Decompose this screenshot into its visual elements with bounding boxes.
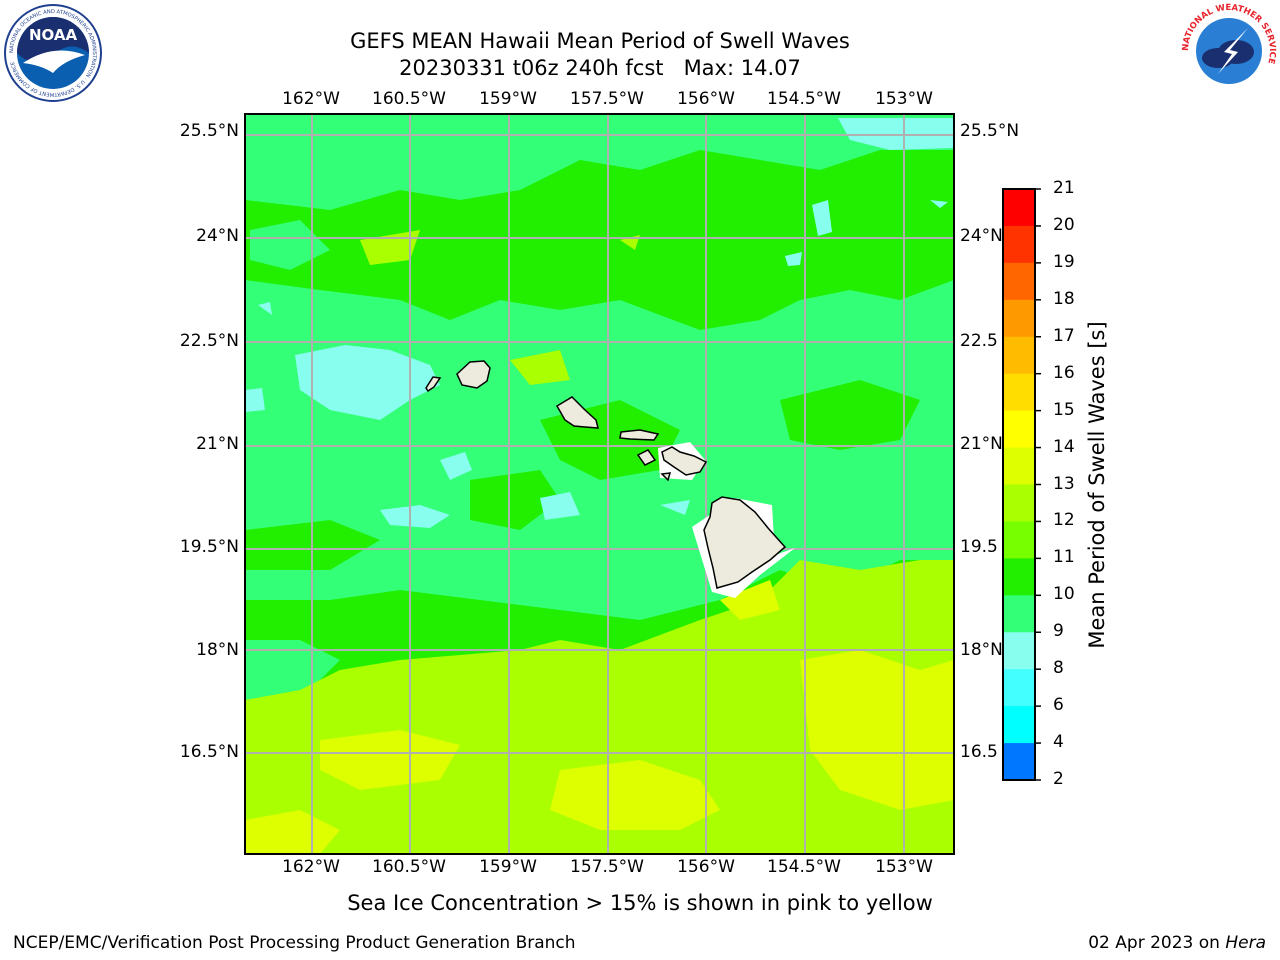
chart-title-line2: 20230331 t06z 240h fcst Max: 14.07 [399, 56, 801, 80]
colorbar-segment [1003, 299, 1035, 338]
colorbar-tick-label: 18 [1053, 288, 1075, 309]
colorbar-segment [1003, 669, 1035, 707]
colorbar-segment [1003, 743, 1035, 781]
colorbar-tick-label: 8 [1053, 658, 1064, 679]
colorbar-segment [1003, 484, 1035, 522]
lon-label: 160.5°W [372, 89, 446, 109]
colorbar-tick-label: 6 [1053, 695, 1064, 716]
footer-date-text: 02 Apr 2023 on [1088, 933, 1220, 953]
lat-label: 21°N [196, 434, 239, 454]
colorbar-tick-label: 19 [1053, 251, 1075, 272]
footer-date: 02 Apr 2023 on Hera [1088, 933, 1266, 953]
island-niihau [425, 376, 442, 393]
colorbar-segment [1003, 189, 1035, 227]
lon-label: 160.5°W [372, 857, 446, 877]
map-frame [244, 113, 955, 855]
footer-producer: NCEP/EMC/Verification Post Processing Pr… [13, 933, 576, 953]
footer-machine: Hera [1225, 933, 1266, 953]
lat-label: 25.5°N [960, 121, 1020, 141]
lat-label: 18°N [196, 640, 239, 660]
colorbar-segment [1003, 521, 1035, 559]
colorbar-tick-label: 20 [1053, 214, 1075, 235]
colorbar-segment [1003, 373, 1035, 412]
colorbar-label: Mean Period of Swell Waves [s] [1085, 321, 1109, 649]
lat-label: 25.5°N [179, 121, 239, 141]
colorbar-tick-label: 11 [1053, 547, 1075, 568]
sea-ice-note: Sea Ice Concentration > 15% is shown in … [347, 891, 933, 915]
graticule [245, 114, 954, 854]
island-molokai [619, 429, 660, 441]
colorbar-tick-label: 4 [1053, 732, 1064, 753]
lon-label: 153°W [875, 857, 933, 877]
colorbar-tick-label: 14 [1053, 436, 1075, 457]
lon-label: 159°W [479, 89, 537, 109]
colorbar-tick-label: 9 [1053, 621, 1064, 642]
colorbar-tick-label: 15 [1053, 399, 1075, 420]
colorbar-segment [1003, 336, 1035, 375]
lon-label: 157.5°W [570, 857, 644, 877]
colorbar-segment [1003, 447, 1035, 485]
lat-label: 19.5°N [179, 537, 239, 557]
colorbar-tick-label: 16 [1053, 362, 1075, 383]
hawaiian-islands [425, 360, 787, 589]
island-oahu [555, 396, 599, 429]
lat-label: 22.5 [960, 331, 998, 351]
lon-label: 159°W [479, 857, 537, 877]
noaa-logo: NOAA NATIONAL OCEANIC AND ATMOSPHERIC AD… [4, 4, 102, 102]
island-hawaii [703, 496, 787, 589]
lon-label: 157.5°W [570, 89, 644, 109]
swell-period-field [245, 114, 954, 854]
nws-logo: NATIONAL WEATHER SERVICE [1180, 2, 1278, 100]
lon-label: 156°W [677, 857, 735, 877]
colorbar-tick-label: 10 [1053, 584, 1075, 605]
colorbar-segment [1003, 225, 1035, 264]
lat-label: 18°N [960, 640, 1003, 660]
lat-label: 16.5 [960, 742, 998, 762]
lat-label: 21°N [960, 434, 1003, 454]
colorbar-segment [1003, 706, 1035, 744]
colorbar-segment [1003, 632, 1035, 670]
colorbar-segment [1003, 558, 1035, 596]
colorbar-tick-label: 2 [1053, 769, 1064, 789]
lon-label: 153°W [875, 89, 933, 109]
island-maui [661, 446, 708, 476]
island-kauai [456, 360, 491, 389]
lat-label: 22.5°N [179, 331, 239, 351]
lat-label: 16.5°N [179, 742, 239, 762]
lon-label: 154.5°W [767, 857, 841, 877]
lon-label: 162°W [282, 89, 340, 109]
colorbar-segment [1003, 410, 1035, 449]
lon-label: 156°W [677, 89, 735, 109]
island-lanai [636, 449, 657, 466]
colorbar-tick-label: 13 [1053, 473, 1075, 494]
colorbar-segment [1003, 262, 1035, 301]
chart-title-line1: GEFS MEAN Hawaii Mean Period of Swell Wa… [350, 29, 850, 53]
noaa-wordmark: NOAA [29, 26, 78, 44]
island-kahoolawe [660, 472, 672, 482]
colorbar-tick-label: 17 [1053, 325, 1075, 346]
colorbar [1003, 189, 1035, 781]
lon-label: 154.5°W [767, 89, 841, 109]
colorbar-segment [1003, 595, 1035, 633]
lat-label: 19.5 [960, 537, 998, 557]
lon-label: 162°W [282, 857, 340, 877]
colorbar-tick-label: 21 [1053, 178, 1075, 198]
colorbar-tick-label: 12 [1053, 510, 1075, 531]
lat-label: 24°N [196, 226, 239, 246]
lat-label: 24°N [960, 226, 1003, 246]
